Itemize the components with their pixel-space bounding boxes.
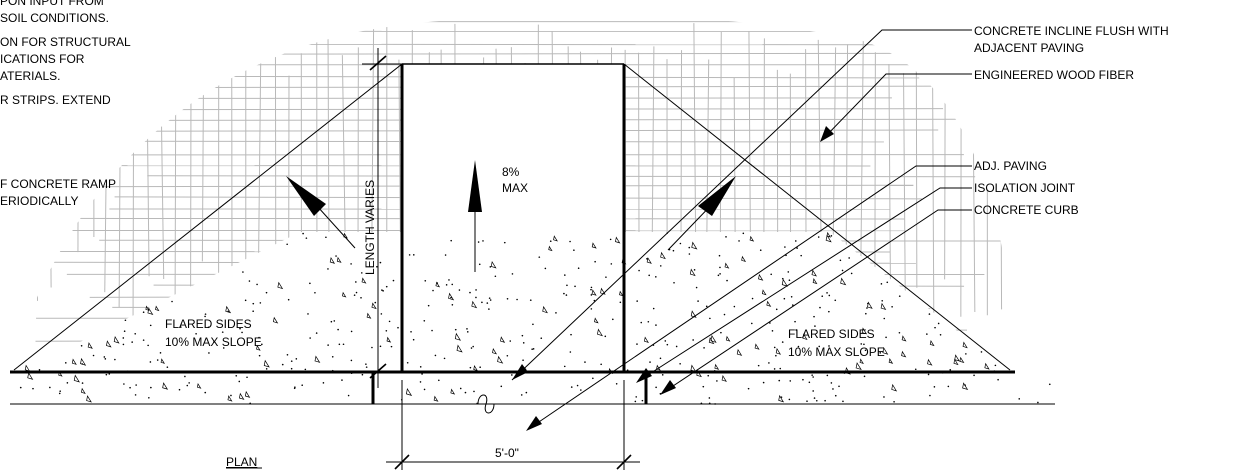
note-ramp-1: F CONCRETE RAMP <box>0 177 116 191</box>
width-dim-tick-left <box>394 454 410 470</box>
note-ramp-2: ERIODICALLY <box>0 194 78 208</box>
flared-right-label-1: FLARED SIDES <box>788 327 875 341</box>
leader-concrete-curb <box>660 209 972 395</box>
callout-isolation-joint: ISOLATION JOINT <box>974 181 1076 195</box>
length-dim-tick-top <box>369 55 387 71</box>
note-left-1: PON INPUT FROM <box>0 0 104 8</box>
flare-right-line <box>623 63 1011 371</box>
note-left-3: ON FOR STRUCTURAL <box>0 35 131 49</box>
ramp-slope-label-2: MAX <box>502 181 528 195</box>
note-left-6: R STRIPS. EXTEND <box>0 93 111 107</box>
flared-right-label-2: 10% MAX SLOPE <box>788 345 885 359</box>
slope-arrow-left-flare <box>286 176 356 249</box>
slope-arrow-ramp <box>468 160 482 272</box>
flare-left-line <box>13 63 403 371</box>
flared-left-label-2: 10% MAX SLOPE <box>165 335 262 349</box>
width-dim-label: 5'-0" <box>495 446 519 460</box>
note-left-2: SOIL CONDITIONS. <box>0 11 109 25</box>
length-varies-label: LENGTH VARIES <box>363 180 377 275</box>
slope-arrow-right-flare <box>667 176 736 251</box>
ramp-slope-label-1: 8% <box>502 165 520 179</box>
view-title: PLAN <box>226 455 257 469</box>
note-left-4: ICATIONS FOR <box>0 52 85 66</box>
leader-isolation-joint <box>636 187 972 383</box>
leader-wood-fiber <box>820 73 972 142</box>
leader-adj-paving <box>526 165 972 431</box>
callout-adj-paving: ADJ. PAVING <box>974 159 1047 173</box>
flared-left-label-1: FLARED SIDES <box>165 317 252 331</box>
note-left-5: ATERIALS. <box>0 69 60 83</box>
callout-incline-line1: CONCRETE INCLINE FLUSH WITH <box>974 24 1169 38</box>
callout-concrete-curb: CONCRETE CURB <box>974 203 1079 217</box>
break-symbol <box>477 394 495 414</box>
ramp-field <box>402 64 624 370</box>
callout-wood-fiber: ENGINEERED WOOD FIBER <box>974 68 1134 82</box>
width-dim-tick-right <box>616 454 632 470</box>
leader-concrete-incline <box>511 29 972 381</box>
callout-incline-line2: ADJACENT PAVING <box>974 41 1084 55</box>
length-dim-tick-bottom <box>369 363 387 379</box>
